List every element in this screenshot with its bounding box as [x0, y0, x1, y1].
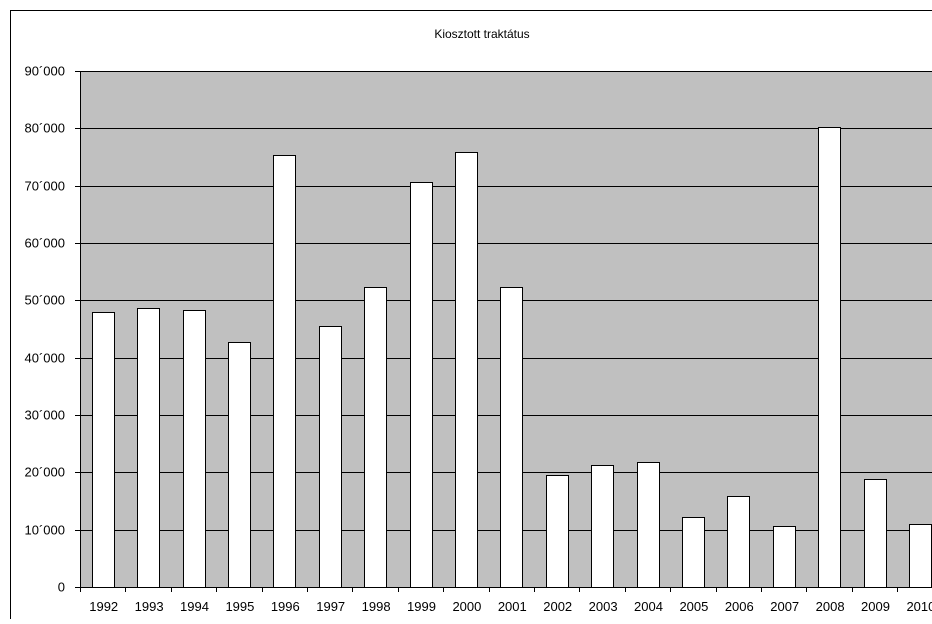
x-tick-label: 2010: [906, 599, 932, 614]
bar-2005: [683, 518, 705, 588]
bar-2000: [456, 153, 478, 588]
x-tick-label: 1998: [362, 599, 391, 614]
x-tick-label: 1993: [135, 599, 164, 614]
bar-2003: [592, 466, 614, 588]
x-tick-label: 2008: [816, 599, 845, 614]
bar-2010: [910, 525, 932, 588]
y-tick-label: 50´000: [25, 293, 65, 308]
x-tick-label: 2006: [725, 599, 754, 614]
bar-1995: [229, 343, 251, 588]
bar-2001: [501, 288, 523, 588]
x-tick-label: 2005: [679, 599, 708, 614]
x-tick-label: 2004: [634, 599, 663, 614]
x-tick-label: 1997: [316, 599, 345, 614]
bar-2007: [774, 527, 796, 588]
y-tick-label: 20´000: [25, 465, 65, 480]
x-tick-label: 2009: [861, 599, 890, 614]
x-tick-label: 1995: [225, 599, 254, 614]
x-tick-label: 1992: [89, 599, 118, 614]
bar-1998: [365, 288, 387, 588]
x-tick-label: 2002: [543, 599, 572, 614]
x-tick-label: 1996: [271, 599, 300, 614]
bar-2002: [547, 476, 569, 588]
y-tick-label: 10´000: [25, 523, 65, 538]
y-tick-label: 0: [58, 580, 65, 595]
x-tick-label: 1994: [180, 599, 209, 614]
bar-1994: [184, 311, 206, 588]
y-tick-label: 40´000: [25, 351, 65, 366]
x-tick-label: 2000: [452, 599, 481, 614]
bar-1992: [93, 313, 115, 588]
bar-2006: [728, 497, 750, 588]
bar-1996: [274, 156, 296, 588]
x-tick-label: 2001: [498, 599, 527, 614]
y-tick-label: 30´000: [25, 408, 65, 423]
x-tick-label: 2007: [770, 599, 799, 614]
bar-1993: [138, 309, 160, 588]
bar-2008: [819, 128, 841, 588]
bar-2009: [865, 480, 887, 588]
bar-1997: [320, 327, 342, 588]
x-tick-label: 2003: [589, 599, 618, 614]
bar-2004: [638, 463, 660, 588]
bar-1999: [411, 183, 433, 588]
y-tick-label: 80´000: [25, 121, 65, 136]
y-tick-label: 70´000: [25, 179, 65, 194]
chart-title: Kiosztott traktátus: [434, 27, 529, 41]
x-tick-label: 1999: [407, 599, 436, 614]
y-tick-label: 60´000: [25, 236, 65, 251]
y-tick-label: 90´000: [25, 64, 65, 79]
